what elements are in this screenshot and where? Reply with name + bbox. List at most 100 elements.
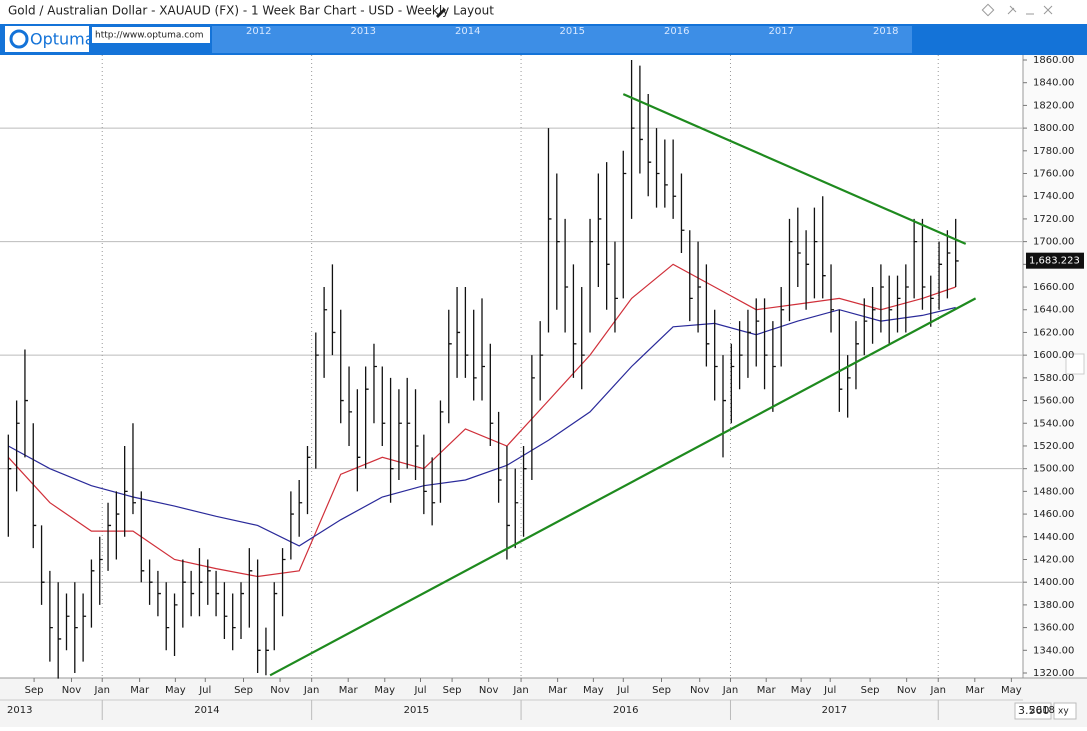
y-tick-label: 1760.00 xyxy=(1033,169,1074,180)
price-bar xyxy=(655,128,660,208)
price-bar xyxy=(672,139,677,219)
y-tick-label: 1840.00 xyxy=(1033,78,1074,89)
price-bar xyxy=(256,559,261,674)
edit-icon[interactable] xyxy=(436,8,446,18)
price-bar xyxy=(82,593,87,662)
price-bar xyxy=(597,173,602,288)
overview-year: 2014 xyxy=(455,26,480,37)
y-tick-label: 1640.00 xyxy=(1033,305,1074,316)
y-tick-label: 1460.00 xyxy=(1033,509,1074,520)
price-bar xyxy=(265,627,269,676)
y-tick-label: 1560.00 xyxy=(1033,396,1074,407)
price-bar xyxy=(290,491,294,560)
x-tick-label: Nov xyxy=(690,685,710,696)
price-bar xyxy=(697,241,702,333)
x-tick-label: Mar xyxy=(548,685,568,696)
price-bar xyxy=(207,559,211,605)
overview-strip xyxy=(212,26,912,53)
url: http://www.optuma.com xyxy=(95,31,204,41)
corner-value-box xyxy=(1014,702,1052,720)
close[interactable] xyxy=(1043,5,1053,15)
x-tick-label: Sep xyxy=(652,685,671,696)
price-bar xyxy=(714,309,718,401)
price-bar xyxy=(32,423,37,549)
price-bar xyxy=(855,321,859,390)
price-bar xyxy=(564,218,569,333)
xy-button[interactable] xyxy=(1053,702,1077,720)
price-bar xyxy=(506,445,510,560)
trend-line xyxy=(622,93,967,245)
x-tick-label: May xyxy=(1001,685,1022,696)
price-bar xyxy=(74,582,78,674)
price-bar xyxy=(938,241,943,310)
price-bar xyxy=(215,570,220,617)
price-bar xyxy=(738,321,743,390)
x-tick-label: May xyxy=(583,685,604,696)
price-bar xyxy=(589,218,594,333)
x-tick-label: Mar xyxy=(130,685,150,696)
x-tick-label: Mar xyxy=(757,685,777,696)
panel-toggle[interactable] xyxy=(1065,353,1085,375)
window-controls xyxy=(981,3,1053,17)
x-tick-label: Jan xyxy=(303,685,319,696)
price-bar xyxy=(921,218,926,310)
price-bar xyxy=(664,139,668,208)
price-bar xyxy=(481,298,486,401)
unpin[interactable] xyxy=(1007,5,1017,15)
y-tick-label: 1440.00 xyxy=(1033,532,1074,543)
price-bar xyxy=(888,275,893,344)
price-bar xyxy=(373,343,377,424)
year-label: 2016 xyxy=(613,705,638,716)
x-axis-panel xyxy=(0,678,1087,727)
price-bar xyxy=(614,241,618,333)
price-bar xyxy=(165,582,170,651)
price-bar xyxy=(647,94,652,197)
x-tick-label: May xyxy=(374,685,395,696)
x-tick-label: Jul xyxy=(198,685,211,696)
overview-year: 2018 xyxy=(873,26,898,37)
y-tick-label: 1620.00 xyxy=(1033,327,1074,338)
price-bar xyxy=(340,309,344,424)
y-tick-label: 1520.00 xyxy=(1033,441,1074,452)
price-bar xyxy=(248,548,253,628)
price-bar xyxy=(946,230,951,299)
overview-year: 2017 xyxy=(769,26,794,37)
y-tick-label: 1500.00 xyxy=(1033,464,1074,475)
moving-average xyxy=(7,263,956,578)
x-tick-label: Nov xyxy=(479,685,499,696)
price-bar xyxy=(198,548,203,617)
price-bar xyxy=(622,150,627,299)
price-bar xyxy=(489,343,494,446)
price-bar xyxy=(772,321,776,412)
year-label: 2014 xyxy=(194,705,219,716)
price-bar xyxy=(822,196,826,299)
price-bar xyxy=(381,366,386,446)
price-bar xyxy=(99,536,103,605)
price-bar xyxy=(955,218,959,288)
x-tick-label: Sep xyxy=(25,685,44,696)
pin[interactable] xyxy=(981,3,995,17)
xy-label[interactable]: xy xyxy=(1058,707,1069,717)
overview-year: 2016 xyxy=(664,26,689,37)
bars xyxy=(7,59,959,679)
price-bar xyxy=(788,218,793,322)
x-tick-label: Jan xyxy=(722,685,738,696)
price-bar xyxy=(722,355,727,458)
price-bar xyxy=(813,207,818,299)
price-bar xyxy=(140,491,145,583)
price-bar xyxy=(57,582,62,679)
price-bar xyxy=(838,309,843,412)
x-tick-label: Jan xyxy=(512,685,528,696)
y-tick-label: 1780.00 xyxy=(1033,146,1074,157)
price-bar xyxy=(148,559,153,605)
x-tick-label: Nov xyxy=(62,685,82,696)
price-bar xyxy=(331,264,336,356)
price-bar xyxy=(581,287,585,390)
price-bar xyxy=(281,548,286,617)
last-price-box xyxy=(1026,252,1084,269)
price-bar xyxy=(90,559,95,628)
price-bar xyxy=(705,264,710,367)
y-tick-label: 1320.00 xyxy=(1033,668,1074,679)
y-tick-label: 1600.00 xyxy=(1033,350,1074,361)
